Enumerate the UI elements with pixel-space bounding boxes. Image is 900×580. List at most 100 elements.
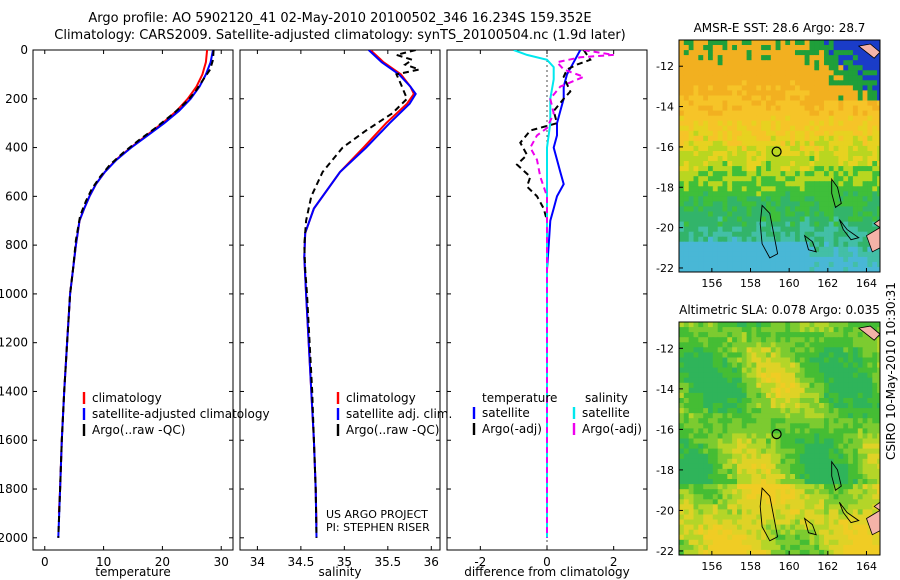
map-cell (708, 398, 714, 404)
map-cell (790, 392, 796, 399)
map-grid (679, 40, 880, 272)
map-cell (732, 499, 738, 505)
map-cell (799, 65, 806, 71)
map-cell (688, 140, 695, 147)
map-cell (857, 261, 864, 268)
map-cell (780, 377, 786, 384)
map-cell (732, 387, 738, 394)
map-cell (732, 549, 738, 555)
map-cell (751, 377, 757, 384)
map-cell (833, 403, 839, 409)
map-cell (712, 95, 719, 102)
map-cell (852, 261, 859, 268)
map-cell (795, 504, 801, 510)
map-cell (785, 95, 791, 102)
map-cell (833, 494, 839, 500)
map-cell (795, 448, 801, 455)
map-cell (717, 100, 724, 107)
map-cell (843, 70, 849, 76)
land-island (866, 509, 880, 536)
map-cell (833, 499, 839, 505)
map-cell (862, 443, 868, 450)
map-cell (843, 544, 849, 551)
map-cell (833, 236, 839, 243)
map-cell (799, 423, 806, 429)
map-cell (804, 100, 810, 107)
map-cell (824, 403, 830, 409)
map-cell (698, 544, 704, 551)
map-cell (741, 105, 748, 112)
map-cell (703, 428, 709, 435)
map-cell (737, 191, 743, 197)
map-cell (852, 201, 859, 207)
map-cell (819, 367, 825, 374)
map-cell (809, 539, 815, 546)
map-cell (857, 514, 864, 521)
map-cell (828, 135, 835, 142)
map-cell (732, 166, 738, 172)
map-cell (732, 246, 738, 253)
map-cell (727, 504, 733, 510)
map-cell (761, 196, 767, 202)
map-cell (862, 387, 868, 394)
float-position-marker (771, 429, 782, 440)
map-cell (746, 251, 752, 258)
map-cell (683, 392, 690, 399)
map-cell (814, 166, 820, 172)
map-cell (824, 110, 830, 117)
map-cell (848, 120, 854, 127)
map-cell (838, 206, 844, 212)
map-cell (819, 231, 825, 238)
map-cell (867, 125, 873, 132)
map-cell (698, 125, 704, 132)
map-cell (751, 474, 757, 480)
map-cell (712, 438, 719, 445)
map-cell (857, 151, 864, 157)
map-cell (824, 539, 830, 546)
map-cell (843, 85, 849, 91)
map-cell (809, 367, 815, 374)
map-cell (761, 80, 767, 86)
map-cell (688, 125, 695, 132)
map-cell (833, 181, 839, 187)
map-cell (693, 342, 699, 348)
map-cell (703, 509, 709, 516)
map-cell (872, 70, 878, 76)
map-cell (828, 357, 835, 364)
map-cell (838, 433, 844, 440)
map-cell (857, 433, 864, 440)
map-cell (838, 151, 844, 157)
map-cell (828, 120, 835, 127)
map-cell (683, 110, 690, 117)
map-cell (795, 499, 801, 505)
map-cell (698, 428, 704, 435)
map-cell (828, 484, 835, 490)
map-cell (799, 398, 806, 404)
map-cell (872, 337, 878, 343)
map-cell (843, 161, 849, 167)
map-cell (766, 479, 772, 485)
map-cell (712, 468, 719, 475)
map-cell (727, 216, 733, 223)
map-cell (877, 443, 880, 450)
map-cell (814, 489, 820, 495)
map-cell (828, 408, 835, 414)
map-cell (722, 534, 728, 541)
map-cell (732, 529, 738, 536)
map-cell (717, 65, 724, 71)
map-cell (679, 75, 685, 81)
map-cell (857, 332, 864, 338)
map-cell (838, 392, 844, 399)
map-cell (775, 55, 781, 61)
difference-legend-label: satellite (582, 406, 630, 420)
map-cell (852, 191, 859, 197)
map-cell (698, 357, 704, 364)
map-cell (770, 251, 777, 258)
map-cell (708, 367, 714, 374)
map-cell (799, 156, 806, 162)
map-cell (698, 145, 704, 152)
map-cell (814, 322, 820, 328)
map-cell (785, 403, 791, 409)
map-cell (857, 130, 864, 137)
map-grid (679, 322, 880, 555)
